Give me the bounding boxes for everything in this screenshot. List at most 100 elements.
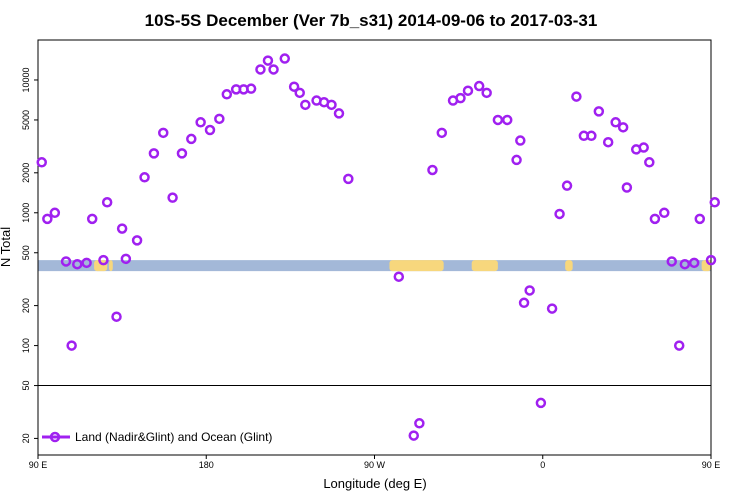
data-point [221,89,233,100]
data-point [593,106,605,117]
data-point [204,124,216,136]
y-tick-label: 100 [21,338,31,353]
data-point [455,92,466,104]
data-point [49,207,61,219]
data-point [101,197,113,208]
data-point [602,136,614,148]
chart-title: 10S-5S December (Ver 7b_s31) 2014-09-06 … [145,11,598,30]
data-point [245,83,257,94]
data-point [214,113,225,125]
data-point [294,87,305,99]
data-point [195,117,206,128]
data-point [515,135,526,146]
data-point [116,223,128,234]
data-point [518,297,530,309]
land-segment [565,260,573,272]
x-axis-label: Longitude (deg E) [323,476,426,491]
x-tick-label: 180 [199,460,214,470]
land-segment [389,260,444,272]
data-point [659,207,670,219]
x-tick-label: 0 [540,460,545,470]
data-point [481,87,492,99]
data-point [546,303,558,314]
y-tick-label: 10000 [21,67,31,92]
data-point [66,340,77,351]
data-point [131,235,143,246]
data-point [255,64,266,75]
legend-label: Land (Nadir&Glint) and Ocean (Glint) [75,430,272,444]
y-tick-label: 20 [21,433,31,443]
data-points [36,53,720,441]
data-point [571,91,582,102]
data-point [98,254,109,266]
data-point [427,164,438,176]
data-point [462,85,474,96]
data-point [268,64,279,75]
ocean-band [38,260,711,272]
x-tick-label: 90 E [702,460,721,470]
data-point [111,311,122,322]
data-point [644,157,655,168]
y-tick-label: 50 [21,381,31,391]
data-point [688,257,700,269]
data-point [414,418,425,429]
data-point [473,80,485,92]
data-point [666,256,677,267]
data-point [561,180,573,191]
data-point [139,172,150,183]
data-point [649,213,661,225]
data-point [262,55,274,66]
data-point [610,117,621,128]
y-tick-label: 2000 [21,163,31,183]
data-point [158,127,169,139]
data-point [300,99,311,111]
data-point [511,154,522,166]
legend-marker [49,431,61,443]
land-segment [109,260,113,272]
y-tick-label: 200 [21,298,31,313]
data-point [81,257,92,269]
data-point [72,258,83,270]
data-point [408,430,420,441]
data-point [176,148,188,159]
data-point [638,142,649,153]
data-point [288,81,300,92]
data-point [705,254,717,266]
data-point [279,53,291,64]
data-point [673,340,685,351]
data-point [343,173,354,185]
x-tick-label: 90 W [364,460,386,470]
data-point [535,397,547,409]
data-point [42,213,53,225]
y-tick-label: 1000 [21,203,31,223]
data-point [524,285,535,296]
data-point [621,182,633,193]
y-axis: 20 50 100 200 500 1000 2000 5000 10000 [21,67,38,443]
data-point [36,157,47,168]
data-point [617,122,629,133]
x-tick-label: 90 E [29,460,48,470]
land-segment [471,260,498,272]
y-tick-label: 5000 [21,110,31,130]
data-point [492,114,504,126]
y-tick-label: 500 [21,245,31,260]
land-ocean-strip [38,260,711,272]
data-point [679,258,691,270]
data-point [167,192,178,203]
data-point [436,127,448,139]
data-point [326,99,337,111]
data-point [120,253,132,265]
data-point [60,256,72,267]
legend: Land (Nadir&Glint) and Ocean (Glint) [42,430,272,444]
data-point [148,148,160,159]
data-point [501,114,513,126]
y-axis-label: N Total [0,227,13,267]
data-point [333,108,345,119]
x-axis: 90 E 180 90 W 0 90 E [29,455,721,470]
data-point [586,130,597,142]
data-point [554,208,565,220]
data-point [86,213,98,225]
data-point [186,133,197,145]
